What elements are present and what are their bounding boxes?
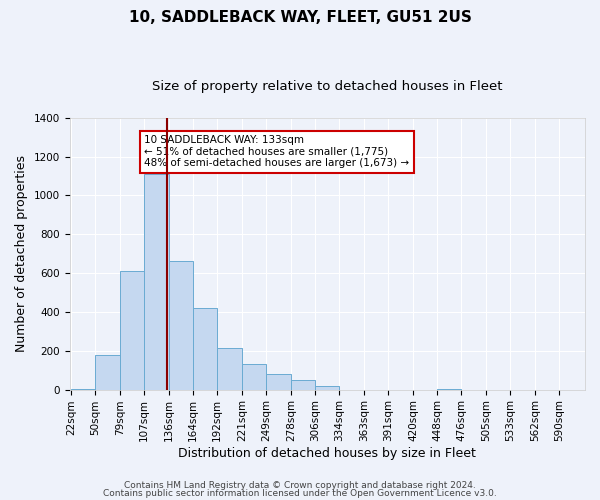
Bar (71, 389, 95, 390)
Bar (95, 354, 120, 390)
Title: Size of property relative to detached houses in Fleet: Size of property relative to detached ho… (152, 80, 503, 93)
Bar (437, 389, 461, 390)
Text: 10 SADDLEBACK WAY: 133sqm
← 51% of detached houses are smaller (1,775)
48% of se: 10 SADDLEBACK WAY: 133sqm ← 51% of detac… (144, 136, 409, 168)
Bar (144, 174, 169, 390)
X-axis label: Distribution of detached houses by size in Fleet: Distribution of detached houses by size … (178, 447, 476, 460)
Text: Contains HM Land Registry data © Crown copyright and database right 2024.: Contains HM Land Registry data © Crown c… (124, 481, 476, 490)
Text: Contains public sector information licensed under the Open Government Licence v3: Contains public sector information licen… (103, 488, 497, 498)
Bar (266, 374, 291, 390)
Bar (120, 271, 144, 390)
Bar (193, 308, 217, 390)
Text: 10, SADDLEBACK WAY, FLEET, GU51 2US: 10, SADDLEBACK WAY, FLEET, GU51 2US (128, 10, 472, 25)
Bar (169, 262, 193, 390)
Bar (242, 364, 266, 390)
Bar (217, 348, 242, 390)
Bar (315, 386, 339, 390)
Bar (291, 380, 315, 390)
Y-axis label: Number of detached properties: Number of detached properties (15, 155, 28, 352)
